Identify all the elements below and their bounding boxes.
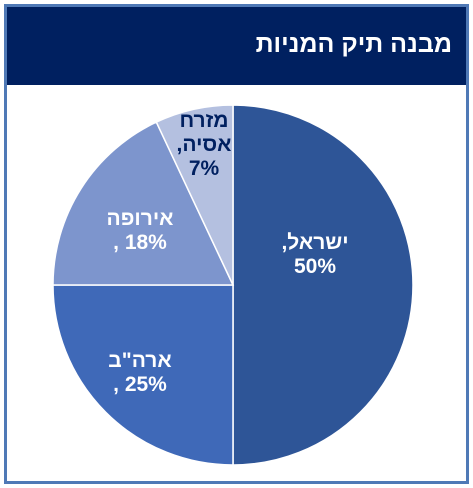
pie-slice-israel [232, 104, 414, 466]
slice-label-line: 7% [189, 157, 220, 180]
pie-chart: ישראל, 50%ארה"ב 25% ,אירופה 18% ,מזרח אסיה, 7… [52, 104, 414, 466]
chart-frame: מבנה תיק המניות ישראל, 50% ארה"ב 25% , אירופ… [4, 4, 469, 484]
slice-label-east-asia: מזרח אסיה, 7% [177, 109, 232, 180]
slice-label-line: 18% , [113, 231, 167, 254]
slice-label-line: אסיה, [177, 133, 232, 156]
slice-label-israel: ישראל, 50% [281, 231, 348, 278]
pie-slice-europe [52, 121, 235, 286]
chart-title: מבנה תיק המניות [255, 30, 452, 58]
pie-slice-usa [52, 284, 234, 466]
slice-label-usa: ארה"ב 25% , [108, 349, 171, 396]
slice-label-line: ישראל, [281, 231, 348, 254]
slice-label-line: מזרח [179, 109, 228, 132]
chart-area: ישראל, 50% ארה"ב 25% , אירופה 18% , מזרח אסיה, 7… [7, 89, 466, 481]
slice-label-line: ארה"ב [108, 349, 171, 372]
slice-label-line: אירופה [107, 207, 174, 230]
slice-label-line: 50% [294, 255, 336, 278]
title-bar: מבנה תיק המניות [7, 7, 466, 89]
pie-slice-east-asia [155, 104, 234, 286]
slice-label-europe: אירופה 18% , [107, 207, 174, 254]
slice-label-line: 25% , [113, 373, 167, 396]
